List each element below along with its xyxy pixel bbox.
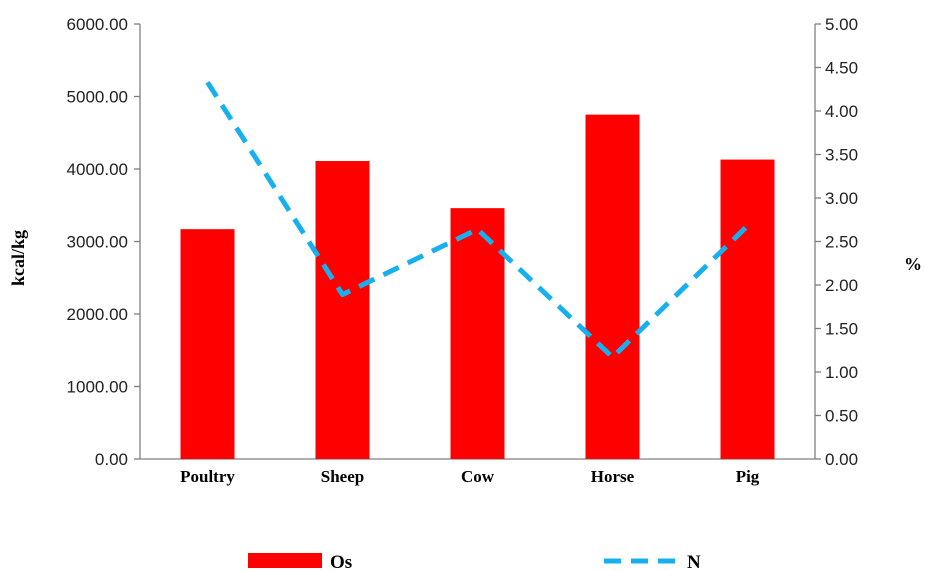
left-axis-title: kcal/kg (8, 230, 28, 286)
bar-series (180, 114, 775, 459)
bar (315, 161, 370, 459)
right-tick-label: 4.50 (825, 59, 858, 78)
left-tick-label: 3000.00 (67, 233, 128, 252)
line-path (205, 80, 750, 360)
line-series (205, 80, 750, 360)
right-axis-title: % (904, 254, 922, 274)
bar (720, 159, 775, 459)
right-tick-label: 3.00 (825, 189, 858, 208)
right-tick-label: 1.00 (825, 363, 858, 382)
legend-label-os: Os (330, 552, 352, 571)
left-y-axis: 0.00 1000.00 2000.00 3000.00 4000.00 5000.00 6… (67, 15, 141, 469)
right-tick-label: 0.50 (825, 407, 858, 426)
right-tick-label: 5.00 (825, 15, 858, 34)
left-tick-label: 5000.00 (67, 88, 128, 107)
right-tick-label: 3.50 (825, 146, 858, 165)
category-label: Sheep (321, 467, 364, 486)
right-tick-label: 0.00 (825, 450, 858, 469)
bar (180, 229, 235, 459)
right-y-axis: 0.00 0.50 1.00 1.50 2.00 2.50 3.00 3.50 4.00 4.50… (814, 15, 858, 469)
legend-label-n: N (687, 552, 701, 571)
right-tick-label: 2.50 (825, 233, 858, 252)
legend: Os N (248, 552, 701, 571)
category-label: Poultry (180, 467, 235, 486)
legend-swatch-os (248, 553, 322, 568)
right-tick-label: 1.50 (825, 320, 858, 339)
left-tick-label: 1000.00 (67, 378, 128, 397)
left-tick-label: 4000.00 (67, 160, 128, 179)
category-label: Cow (461, 467, 495, 486)
left-tick-label: 0.00 (95, 450, 128, 469)
x-axis: Poultry Sheep Cow Horse Pig (140, 458, 815, 486)
bar (450, 208, 505, 459)
left-tick-label: 6000.00 (67, 15, 128, 34)
category-label: Horse (591, 467, 635, 486)
right-tick-label: 4.00 (825, 102, 858, 121)
left-tick-label: 2000.00 (67, 305, 128, 324)
right-tick-label: 2.00 (825, 276, 858, 295)
category-label: Pig (736, 467, 760, 486)
bar (585, 114, 640, 459)
